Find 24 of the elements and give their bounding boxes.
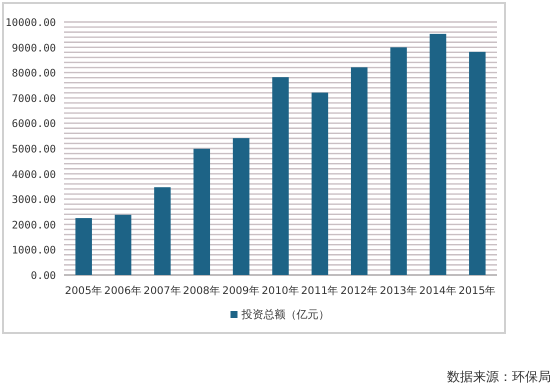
x-tick-label: 2011年: [300, 285, 339, 297]
y-tick-label: 10000.00: [5, 17, 56, 29]
legend: 投资总额（亿元）: [230, 308, 330, 321]
source-note: 数据来源：环保局: [447, 370, 551, 385]
x-tick-label: 2012年: [340, 285, 378, 297]
x-tick-label: 2010年: [262, 285, 300, 297]
x-tick-label: 2009年: [222, 285, 260, 297]
y-tick-label: 3000.00: [12, 194, 56, 206]
x-tick-label: 2008年: [182, 285, 221, 297]
x-tick-label: 2015年: [458, 285, 496, 297]
x-tick-label: 2005年: [64, 285, 103, 297]
y-tick-label: 9000.00: [12, 42, 56, 54]
y-tick-label: 0.00: [30, 270, 56, 282]
x-tick-label: 2014年: [419, 285, 457, 297]
x-tick-label: 2007年: [144, 285, 182, 297]
x-tick-label: 2013年: [380, 285, 418, 297]
y-tick-label: 2000.00: [12, 219, 56, 232]
y-tick-label: 6000.00: [12, 118, 56, 130]
y-tick-label: 8000.00: [12, 68, 56, 80]
y-tick-label: 7000.00: [12, 92, 56, 105]
y-tick-label: 5000.00: [12, 144, 56, 156]
y-tick-label: 4000.00: [12, 168, 56, 181]
y-tick-label: 1000.00: [12, 244, 56, 257]
x-tick-label: 2006年: [104, 285, 142, 297]
